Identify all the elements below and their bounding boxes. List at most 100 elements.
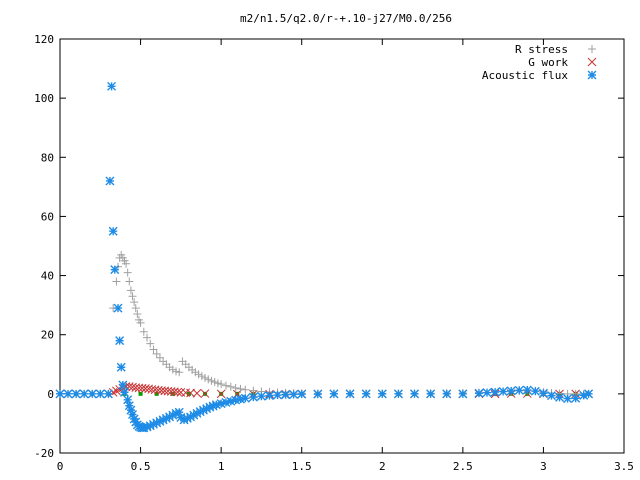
data-point — [563, 394, 573, 404]
data-point — [345, 389, 355, 399]
data-point — [126, 286, 135, 295]
data-point — [410, 389, 420, 399]
data-point — [377, 389, 387, 399]
data-point — [213, 379, 222, 388]
data-point — [195, 407, 205, 417]
data-point — [210, 378, 219, 387]
data-point — [107, 81, 117, 91]
y-tick-label: 100 — [34, 92, 54, 105]
data-point — [133, 310, 142, 319]
data-point — [124, 401, 134, 411]
data-point — [200, 389, 210, 398]
data-point — [226, 396, 236, 406]
x-tick-label: 0.5 — [131, 460, 151, 473]
data-point — [128, 292, 137, 301]
data-point — [217, 380, 226, 389]
y-tick-label: 120 — [34, 33, 54, 46]
data-point — [149, 345, 158, 354]
data-point — [165, 412, 175, 422]
data-point — [129, 414, 139, 424]
data-point — [131, 417, 141, 427]
data-point — [139, 327, 148, 336]
x-tick-label: 2 — [379, 460, 386, 473]
plot-frame — [59, 38, 625, 454]
data-point — [231, 395, 241, 405]
data-point — [155, 353, 164, 362]
data-point — [474, 388, 484, 398]
data-point — [191, 368, 200, 377]
data-point — [273, 390, 283, 400]
y-tick-label: 60 — [41, 210, 54, 223]
data-point — [112, 277, 121, 286]
data-point — [152, 418, 162, 428]
data-point — [571, 393, 581, 403]
data-point — [146, 339, 155, 348]
data-marks — [55, 81, 594, 433]
data-point — [116, 362, 126, 372]
data-point — [126, 405, 136, 415]
data-point — [158, 415, 168, 425]
data-point — [555, 392, 565, 402]
data-point — [202, 404, 212, 414]
data-point — [122, 259, 131, 268]
data-point — [236, 384, 245, 393]
data-point — [198, 405, 208, 415]
data-point — [115, 336, 125, 346]
data-point — [201, 373, 210, 382]
data-point — [197, 372, 206, 381]
x-tick-label: 3 — [540, 460, 547, 473]
data-point — [514, 385, 524, 395]
data-point — [182, 413, 192, 423]
data-point — [264, 391, 274, 401]
data-point — [211, 400, 221, 410]
data-point — [128, 410, 138, 420]
data-point — [241, 385, 250, 394]
y-tick-label: -20 — [34, 447, 54, 460]
data-point — [482, 388, 492, 398]
data-point — [103, 389, 113, 399]
series-acoustic-flux — [55, 81, 594, 433]
data-point — [207, 376, 216, 385]
legend-marker — [587, 57, 597, 67]
data-point — [152, 349, 161, 358]
legend-marker — [588, 45, 596, 53]
data-point — [442, 389, 452, 399]
data-point — [546, 391, 556, 401]
data-point — [168, 410, 178, 420]
data-point — [208, 401, 218, 411]
data-point — [172, 367, 181, 376]
data-point — [530, 386, 540, 396]
data-point — [87, 389, 97, 399]
data-point — [361, 389, 371, 399]
data-point — [221, 397, 231, 407]
data-point — [248, 392, 258, 402]
x-tick-label: 3.5 — [614, 460, 634, 473]
x-tick-label: 1 — [218, 460, 225, 473]
data-point — [426, 389, 436, 399]
data-point — [231, 383, 240, 392]
data-point — [192, 408, 202, 418]
data-point — [235, 394, 245, 404]
data-point — [108, 226, 118, 236]
chart-title: m2/n1.5/q2.0/r-+.10-j27/M0.0/256 — [240, 12, 452, 25]
data-point — [123, 268, 132, 277]
data-point — [179, 415, 189, 425]
data-point — [113, 303, 123, 313]
data-point — [281, 390, 291, 400]
data-point — [119, 387, 129, 397]
data-point — [498, 386, 508, 396]
data-point — [174, 407, 184, 417]
data-point — [216, 399, 226, 409]
data-point — [329, 389, 339, 399]
data-point — [297, 389, 307, 399]
data-point — [186, 388, 195, 398]
data-point — [118, 380, 128, 390]
data-point — [256, 391, 266, 401]
y-tick-label: 0 — [47, 388, 54, 401]
legend-marker — [587, 70, 597, 80]
data-point — [161, 413, 171, 423]
series-r-stress — [109, 250, 593, 398]
data-point — [79, 389, 89, 399]
data-point — [63, 389, 73, 399]
